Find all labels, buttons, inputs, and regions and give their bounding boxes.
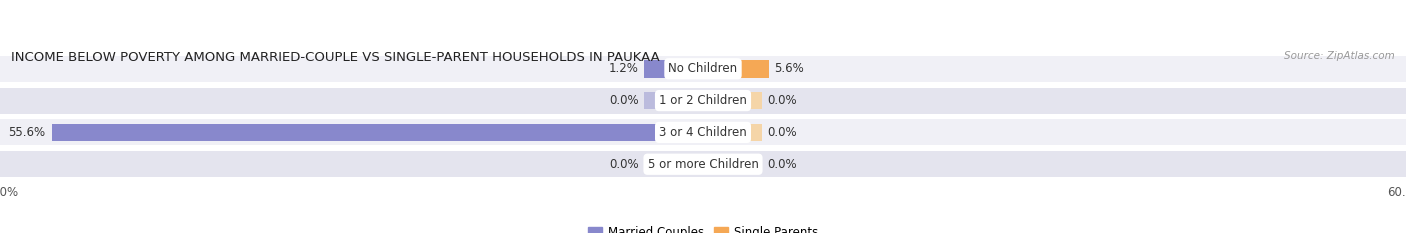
Bar [644, 155, 703, 173]
Text: 1.2%: 1.2% [609, 62, 638, 75]
Bar [703, 155, 762, 173]
Text: No Children: No Children [668, 62, 738, 75]
Text: Source: ZipAtlas.com: Source: ZipAtlas.com [1284, 51, 1395, 61]
Text: 55.6%: 55.6% [8, 126, 45, 139]
Bar [0, 119, 1406, 145]
Bar [0, 151, 1406, 177]
Text: 0.0%: 0.0% [768, 94, 797, 107]
Legend: Married Couples, Single Parents: Married Couples, Single Parents [583, 221, 823, 233]
Text: 5 or more Children: 5 or more Children [648, 158, 758, 171]
Text: INCOME BELOW POVERTY AMONG MARRIED-COUPLE VS SINGLE-PARENT HOUSEHOLDS IN PAUKAA: INCOME BELOW POVERTY AMONG MARRIED-COUPL… [11, 51, 659, 64]
Bar [52, 124, 703, 141]
Text: 5.6%: 5.6% [775, 62, 804, 75]
Bar [644, 60, 703, 78]
Bar [644, 92, 703, 109]
Text: 0.0%: 0.0% [768, 126, 797, 139]
Text: 0.0%: 0.0% [768, 158, 797, 171]
Text: 0.0%: 0.0% [609, 94, 638, 107]
Bar [703, 60, 769, 78]
Bar [703, 124, 762, 141]
Bar [0, 56, 1406, 82]
Bar [0, 88, 1406, 114]
Bar [703, 92, 762, 109]
Text: 3 or 4 Children: 3 or 4 Children [659, 126, 747, 139]
Text: 1 or 2 Children: 1 or 2 Children [659, 94, 747, 107]
Text: 0.0%: 0.0% [609, 158, 638, 171]
